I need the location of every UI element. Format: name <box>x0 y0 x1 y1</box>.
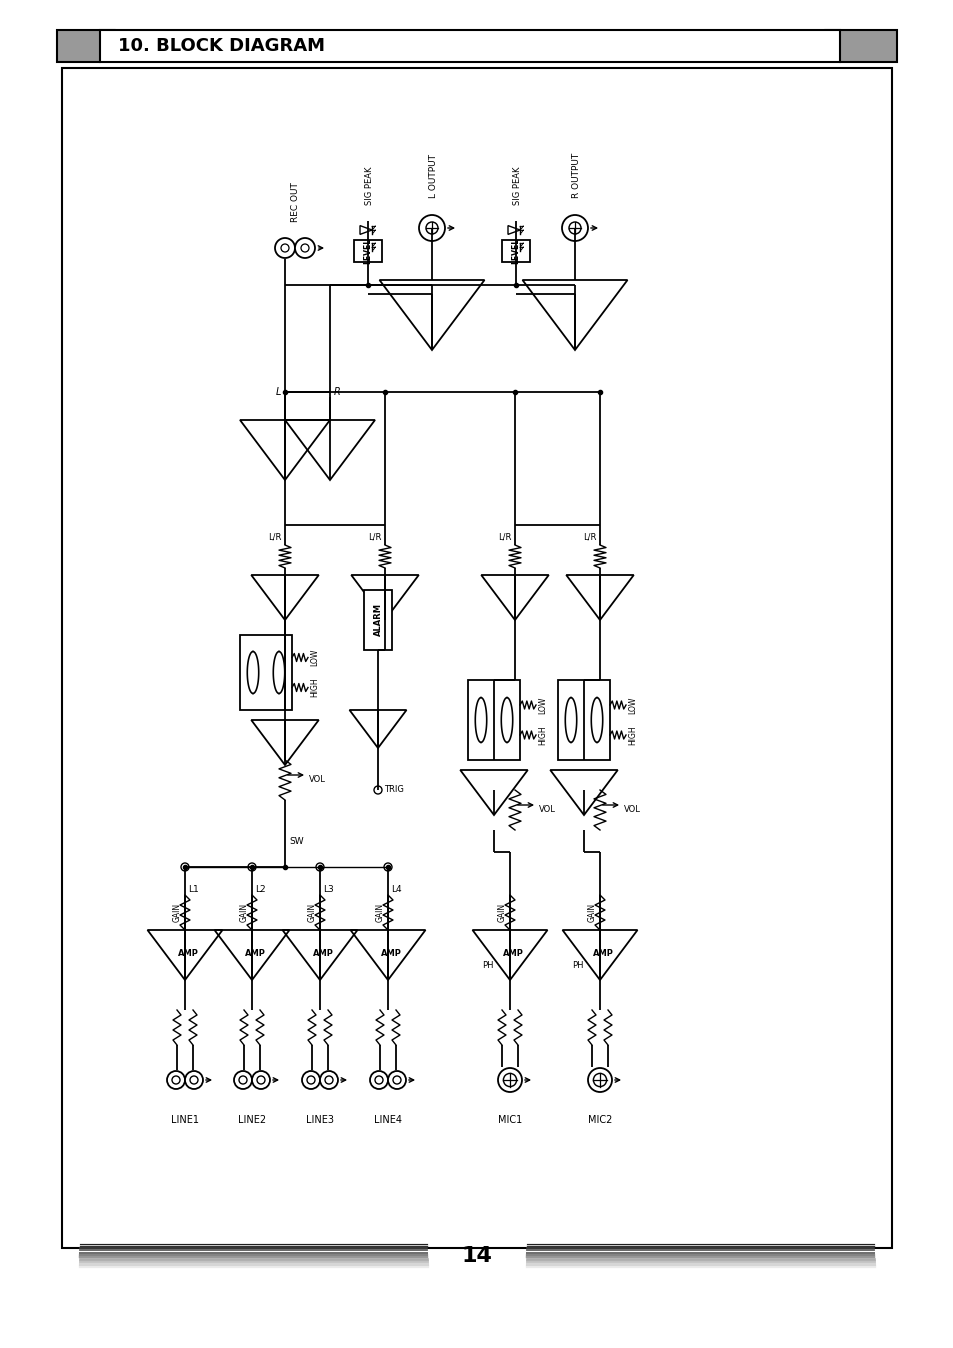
Circle shape <box>319 1072 337 1089</box>
Text: LINE4: LINE4 <box>374 1115 401 1126</box>
Circle shape <box>302 1072 319 1089</box>
Text: GAIN: GAIN <box>497 903 506 922</box>
Text: GAIN: GAIN <box>240 903 249 922</box>
Circle shape <box>561 214 587 241</box>
Text: L/R: L/R <box>269 532 282 542</box>
Text: VOL: VOL <box>309 775 326 785</box>
Text: SIG PEAK: SIG PEAK <box>365 167 375 205</box>
Text: GAIN: GAIN <box>172 903 182 922</box>
Text: LOW: LOW <box>627 697 637 713</box>
Text: LOW: LOW <box>310 648 318 666</box>
Text: L2: L2 <box>254 884 265 894</box>
Text: AMP: AMP <box>380 949 401 957</box>
Text: PH: PH <box>482 961 494 969</box>
Text: 10. BLOCK DIAGRAM: 10. BLOCK DIAGRAM <box>118 36 325 55</box>
Circle shape <box>587 1068 612 1092</box>
Circle shape <box>294 239 314 257</box>
Text: L3: L3 <box>323 884 334 894</box>
Text: LEVEL: LEVEL <box>363 239 372 264</box>
Text: SIG PEAK: SIG PEAK <box>513 167 522 205</box>
Text: L/R: L/R <box>368 532 381 542</box>
Text: PH: PH <box>572 961 583 969</box>
Polygon shape <box>507 243 519 251</box>
Text: MIC2: MIC2 <box>587 1115 612 1126</box>
Circle shape <box>248 863 255 871</box>
Circle shape <box>384 863 392 871</box>
Circle shape <box>388 1072 406 1089</box>
Text: LINE1: LINE1 <box>171 1115 199 1126</box>
Text: AMP: AMP <box>177 949 198 957</box>
Circle shape <box>181 863 189 871</box>
Text: AMP: AMP <box>592 949 613 957</box>
Text: REC OUT: REC OUT <box>292 182 300 222</box>
Text: L4: L4 <box>391 884 401 894</box>
Polygon shape <box>57 30 113 62</box>
Text: R: R <box>334 387 340 398</box>
Bar <box>364 590 392 650</box>
Circle shape <box>497 1068 521 1092</box>
Circle shape <box>167 1072 185 1089</box>
Text: ALARM: ALARM <box>374 604 382 636</box>
Circle shape <box>418 214 444 241</box>
Circle shape <box>370 1072 388 1089</box>
Text: HIGH: HIGH <box>627 725 637 745</box>
Circle shape <box>315 863 324 871</box>
Text: HIGH: HIGH <box>310 678 318 697</box>
Text: L: L <box>275 387 281 398</box>
Bar <box>468 679 519 760</box>
Text: AMP: AMP <box>502 949 523 957</box>
Text: LINE3: LINE3 <box>306 1115 334 1126</box>
Text: TRIG: TRIG <box>384 786 403 794</box>
Text: L1: L1 <box>188 884 198 894</box>
Text: GAIN: GAIN <box>587 903 597 922</box>
Text: GAIN: GAIN <box>375 903 385 922</box>
Circle shape <box>185 1072 203 1089</box>
Text: AMP: AMP <box>244 949 265 957</box>
Circle shape <box>233 1072 252 1089</box>
Polygon shape <box>359 243 372 251</box>
Text: GAIN: GAIN <box>308 903 316 922</box>
Text: 14: 14 <box>461 1246 492 1266</box>
Text: L/R: L/R <box>583 532 597 542</box>
Text: LEVEL: LEVEL <box>511 239 520 264</box>
Bar <box>62 67 891 1248</box>
Text: MIC1: MIC1 <box>497 1115 521 1126</box>
Bar <box>354 240 381 262</box>
Bar <box>501 240 530 262</box>
Polygon shape <box>507 225 519 235</box>
Polygon shape <box>825 30 896 62</box>
Circle shape <box>252 1072 270 1089</box>
Text: VOL: VOL <box>623 806 640 814</box>
Text: SW: SW <box>290 837 304 847</box>
Text: L/R: L/R <box>498 532 512 542</box>
Polygon shape <box>359 225 372 235</box>
Circle shape <box>374 786 381 794</box>
Text: L OUTPUT: L OUTPUT <box>429 154 438 198</box>
Text: AMP: AMP <box>313 949 334 957</box>
Text: VOL: VOL <box>538 806 556 814</box>
Text: R OUTPUT: R OUTPUT <box>572 152 581 198</box>
Text: LOW: LOW <box>537 697 546 713</box>
Bar <box>558 679 609 760</box>
Bar <box>240 635 292 710</box>
Text: HIGH: HIGH <box>537 725 546 745</box>
Circle shape <box>274 239 294 257</box>
Bar <box>100 30 840 62</box>
Text: LINE2: LINE2 <box>237 1115 266 1126</box>
